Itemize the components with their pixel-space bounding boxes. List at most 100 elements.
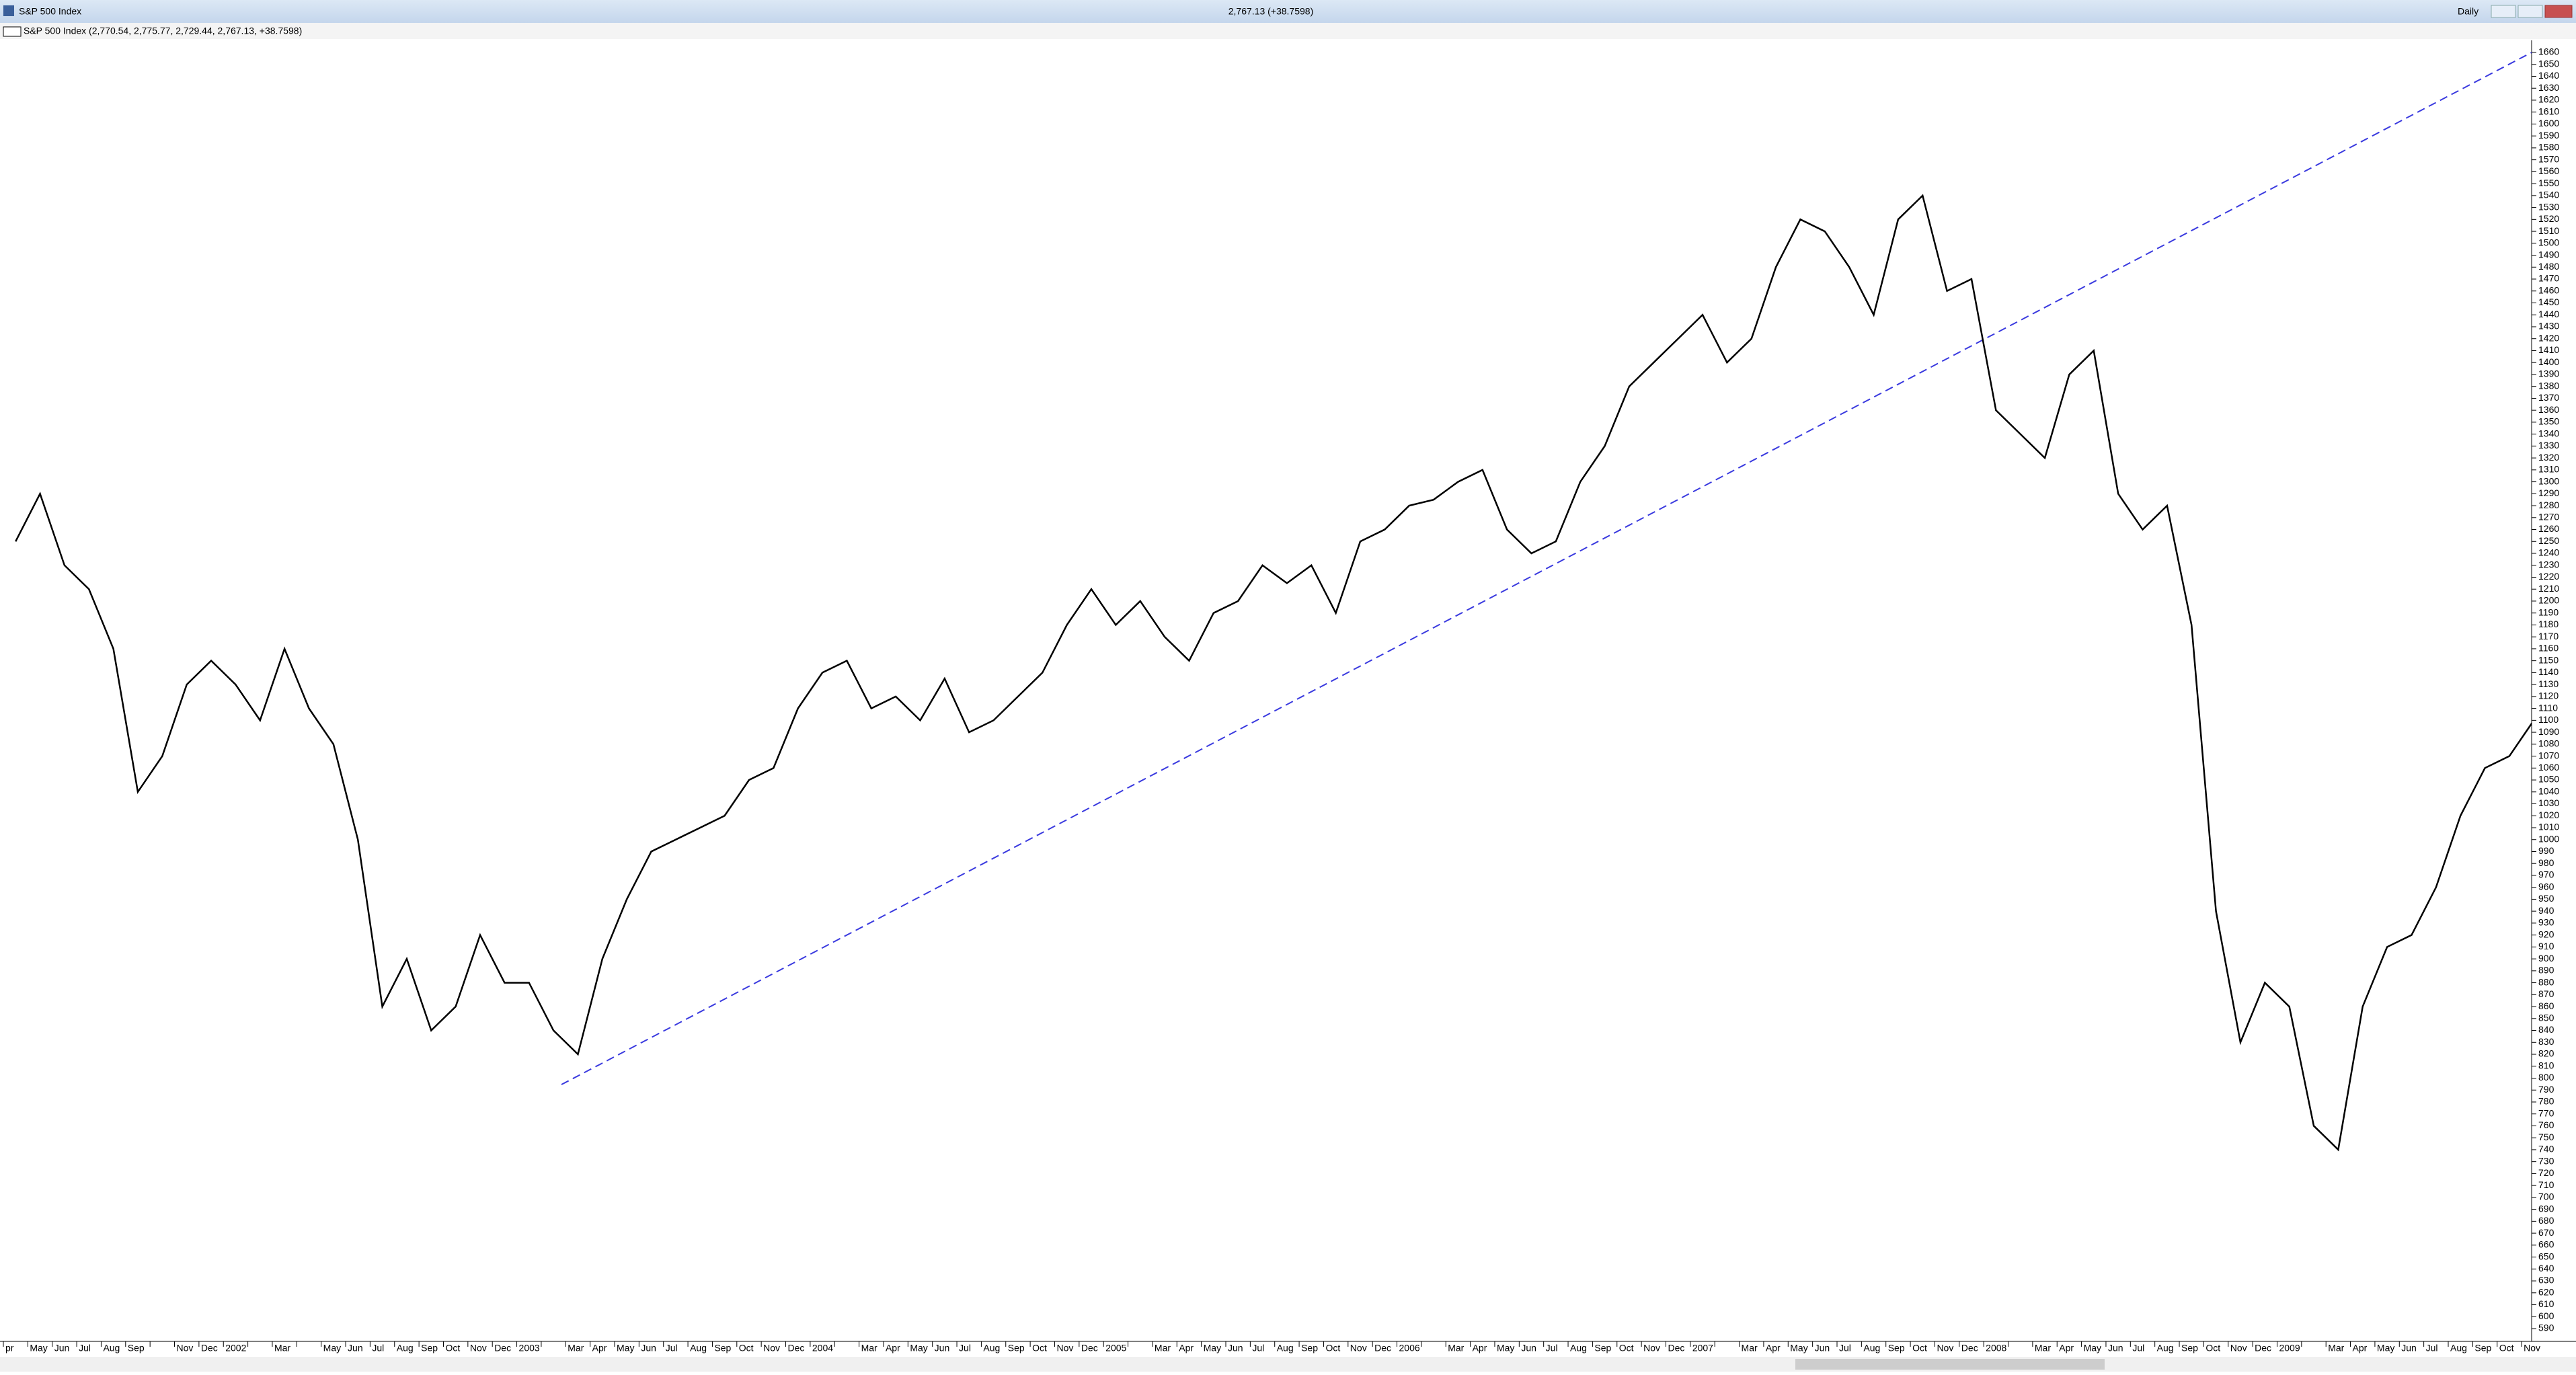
- y-tick-label: 980: [2538, 857, 2554, 868]
- y-tick-label: 820: [2538, 1048, 2554, 1059]
- y-tick-label: 670: [2538, 1227, 2554, 1238]
- x-tick-label: Apr: [1473, 1343, 1487, 1353]
- x-tick-label: Sep: [714, 1343, 731, 1353]
- y-tick-label: 830: [2538, 1036, 2554, 1047]
- y-tick-label: 1620: [2538, 94, 2559, 105]
- x-tick-label: Sep: [1888, 1343, 1905, 1353]
- maximize[interactable]: [2518, 5, 2543, 18]
- x-tick-label: Aug: [103, 1343, 120, 1353]
- y-tick-label: 1430: [2538, 321, 2559, 331]
- y-tick-label: 920: [2538, 929, 2554, 939]
- x-tick-label: Sep: [1594, 1343, 1611, 1353]
- y-tick-label: 1590: [2538, 130, 2559, 141]
- y-tick-label: 910: [2538, 941, 2554, 951]
- x-tick-label: May: [1497, 1343, 1514, 1353]
- y-tick-label: 1310: [2538, 464, 2559, 475]
- y-tick-label: 800: [2538, 1072, 2554, 1083]
- y-tick-label: 900: [2538, 953, 2554, 964]
- y-tick-label: 1280: [2538, 500, 2559, 510]
- scrollbar[interactable]: [0, 1357, 2576, 1372]
- y-tick-label: 1120: [2538, 691, 2559, 701]
- x-tick-label: Dec: [494, 1343, 511, 1353]
- y-tick-label: 930: [2538, 917, 2554, 928]
- x-tick-label: Jul: [372, 1343, 384, 1353]
- x-tick-label: Jun: [2401, 1343, 2417, 1353]
- y-tick-label: 1130: [2538, 678, 2559, 689]
- x-tick-label: Aug: [1277, 1343, 1294, 1353]
- y-tick-label: 1100: [2538, 714, 2559, 725]
- x-tick-label: May: [30, 1343, 47, 1353]
- x-tick-label: Mar: [2328, 1343, 2344, 1353]
- x-tick-label: 2008: [1986, 1343, 2006, 1353]
- y-tick-label: 770: [2538, 1107, 2554, 1118]
- app-icon: [3, 5, 14, 16]
- y-tick-label: 640: [2538, 1263, 2554, 1273]
- y-tick-label: 1290: [2538, 487, 2559, 498]
- x-tick-label: Jul: [2132, 1343, 2144, 1353]
- y-tick-label: 1110: [2538, 702, 2558, 713]
- y-tick-label: 1510: [2538, 225, 2559, 236]
- x-tick-label: Dec: [1374, 1343, 1391, 1353]
- scroll-thumb[interactable]: [1795, 1359, 2105, 1370]
- y-tick-label: 1140: [2538, 666, 2559, 677]
- x-tick-label: Jun: [1228, 1343, 1243, 1353]
- x-tick-label: pr: [5, 1343, 14, 1353]
- x-tick-label: 2009: [2279, 1343, 2300, 1353]
- window-buttons[interactable]: [2491, 5, 2573, 18]
- y-tick-label: 860: [2538, 1000, 2554, 1011]
- y-tick-label: 750: [2538, 1132, 2554, 1142]
- close[interactable]: [2544, 5, 2573, 18]
- minimize[interactable]: [2491, 5, 2516, 18]
- x-tick-label: Nov: [470, 1343, 487, 1353]
- y-tick-label: 1380: [2538, 380, 2559, 391]
- y-tick-label: 1480: [2538, 261, 2559, 272]
- x-tick-label: Jun: [54, 1343, 70, 1353]
- x-tick-label: Dec: [201, 1343, 218, 1353]
- x-tick-label: Jul: [1252, 1343, 1264, 1353]
- y-tick-label: 590: [2538, 1323, 2554, 1333]
- subtitle: S&P 500 Index (2,770.54, 2,775.77, 2,729…: [24, 26, 302, 36]
- x-tick-label: Jun: [1521, 1343, 1536, 1353]
- x-tick-label: Mar: [1742, 1343, 1758, 1353]
- y-tick-label: 1490: [2538, 249, 2559, 260]
- x-tick-label: May: [910, 1343, 927, 1353]
- x-tick-label: Nov: [2230, 1343, 2247, 1353]
- x-tick-label: Aug: [1863, 1343, 1880, 1353]
- y-tick-label: 1070: [2538, 750, 2559, 760]
- y-tick-label: 990: [2538, 845, 2554, 856]
- x-tick-label: Jun: [2108, 1343, 2123, 1353]
- y-tick-label: 1150: [2538, 654, 2559, 665]
- y-tick-label: 710: [2538, 1179, 2554, 1190]
- x-tick-label: May: [323, 1343, 341, 1353]
- y-tick-label: 1610: [2538, 106, 2559, 116]
- x-tick-label: Aug: [690, 1343, 707, 1353]
- window-title: S&P 500 Index: [19, 6, 81, 17]
- x-tick-label: Oct: [445, 1343, 460, 1353]
- x-tick-label: Jul: [2426, 1343, 2438, 1353]
- x-tick-label: Apr: [2059, 1343, 2074, 1353]
- y-tick-label: 950: [2538, 893, 2554, 904]
- y-tick-label: 1030: [2538, 797, 2559, 808]
- x-tick-label: Nov: [1056, 1343, 1073, 1353]
- y-tick-label: 1180: [2538, 619, 2559, 629]
- y-tick-label: 780: [2538, 1096, 2554, 1107]
- y-tick-label: 1360: [2538, 404, 2559, 415]
- x-tick-label: Mar: [274, 1343, 290, 1353]
- y-tick-label: 1650: [2538, 58, 2559, 69]
- x-tick-label: Dec: [1668, 1343, 1684, 1353]
- y-tick-label: 1300: [2538, 475, 2559, 486]
- x-tick-label: Oct: [1619, 1343, 1634, 1353]
- y-tick-label: 1170: [2538, 631, 2559, 641]
- x-tick-label: May: [1204, 1343, 1221, 1353]
- y-tick-label: 1270: [2538, 511, 2559, 522]
- y-tick-label: 1450: [2538, 297, 2559, 307]
- x-tick-label: Jun: [935, 1343, 950, 1353]
- x-tick-label: Dec: [1081, 1343, 1098, 1353]
- y-tick-label: 1240: [2538, 547, 2559, 558]
- y-tick-label: 730: [2538, 1155, 2554, 1166]
- y-tick-label: 1160: [2538, 643, 2559, 654]
- x-tick-label: 2002: [225, 1343, 246, 1353]
- x-tick-label: Sep: [1008, 1343, 1025, 1353]
